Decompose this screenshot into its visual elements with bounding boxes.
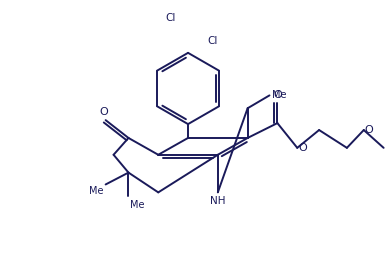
Text: NH: NH xyxy=(210,196,225,206)
Text: Cl: Cl xyxy=(165,13,175,23)
Text: Cl: Cl xyxy=(207,36,217,46)
Text: O: O xyxy=(99,107,108,117)
Text: O: O xyxy=(273,90,282,100)
Text: Me: Me xyxy=(89,186,104,196)
Text: Me: Me xyxy=(130,200,145,210)
Text: O: O xyxy=(298,143,307,153)
Text: O: O xyxy=(365,125,374,135)
Text: Me: Me xyxy=(272,90,287,100)
